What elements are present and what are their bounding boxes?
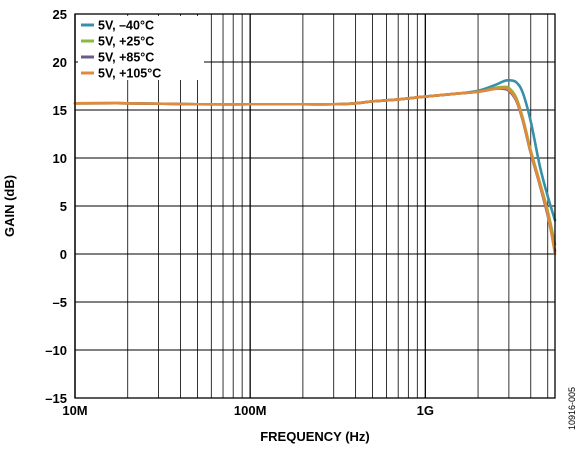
y-tick-label: –5 — [53, 295, 67, 310]
y-tick-label: 20 — [53, 55, 67, 70]
x-axis-title: FREQUENCY (Hz) — [260, 429, 370, 444]
y-tick-label: 15 — [53, 103, 67, 118]
legend-background — [78, 16, 204, 80]
series-lines — [73, 78, 557, 256]
x-tick-label: 1G — [417, 403, 434, 418]
y-tick-label: –10 — [45, 343, 67, 358]
x-tick-label: 10M — [62, 403, 87, 418]
y-axis-title: GAIN (dB) — [2, 175, 17, 237]
legend-label-2: 5V, +25°C — [98, 35, 154, 49]
series-line-1 — [73, 78, 557, 222]
y-tick-label: 0 — [60, 247, 67, 262]
plot-frame — [74, 13, 556, 399]
y-tick-labels: 25 20 15 10 5 0 –5 –10 –15 — [45, 7, 67, 406]
legend: 5V, –40°C 5V, +25°C 5V, +85°C 5V, +105°C — [78, 16, 204, 81]
y-tick-label: 5 — [60, 199, 67, 214]
series-line-4 — [73, 86, 557, 256]
x-tick-label: 100M — [234, 403, 267, 418]
series-line-3 — [73, 87, 557, 253]
legend-label-4: 5V, +105°C — [98, 67, 161, 81]
figure-id: 10916-005 — [567, 387, 577, 430]
legend-label-1: 5V, –40°C — [98, 19, 154, 33]
y-tick-label: –15 — [45, 391, 67, 406]
x-tick-labels: 10M 100M 1G — [62, 403, 434, 418]
legend-label-3: 5V, +85°C — [98, 51, 154, 65]
y-tick-label: 10 — [53, 151, 67, 166]
y-tick-label: 25 — [53, 7, 67, 22]
